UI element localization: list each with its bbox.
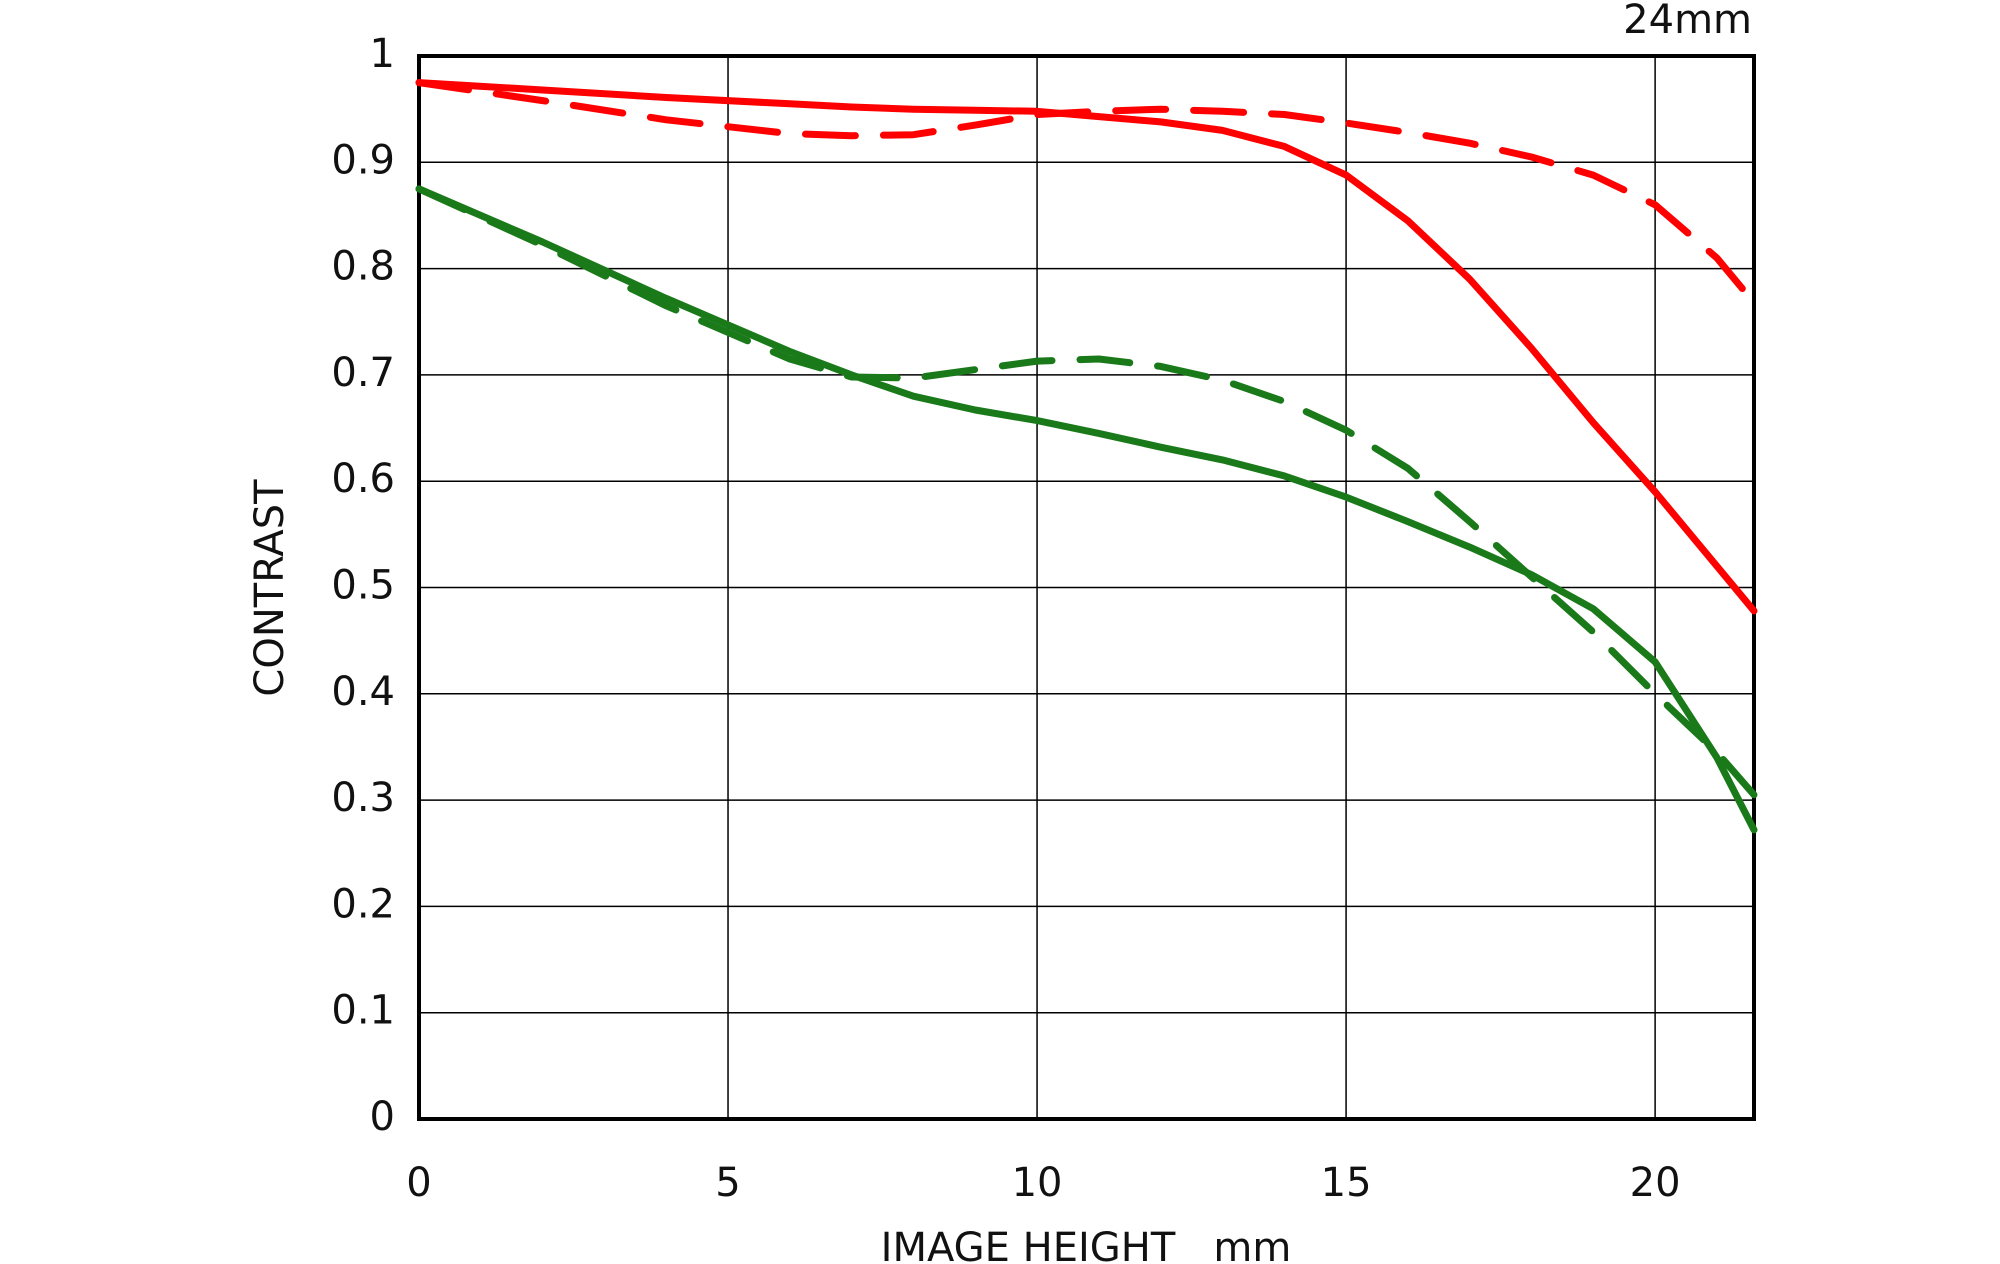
- x-tick-label: 5: [715, 1160, 740, 1206]
- y-axis-label: CONTRAST: [247, 479, 293, 697]
- y-tick-label: 0.9: [331, 137, 395, 183]
- y-tick-label: 0.8: [331, 244, 395, 290]
- y-tick-label: 0: [370, 1094, 395, 1140]
- chart-title: 24mm: [1623, 0, 1752, 43]
- y-tick-label: 0.6: [331, 456, 395, 502]
- data-line: [415, 185, 1758, 834]
- x-tick-label: 15: [1321, 1160, 1372, 1206]
- x-axis-label: IMAGE HEIGHT mm: [881, 1225, 1292, 1264]
- y-tick-label: 0.3: [331, 775, 395, 821]
- y-tick-label: 0.5: [331, 563, 395, 609]
- y-tick-label: 0.4: [331, 669, 395, 715]
- y-tick-label: 0.1: [331, 988, 395, 1034]
- x-tick-label: 20: [1630, 1160, 1681, 1206]
- data-line: [415, 185, 1758, 799]
- data-line: [415, 79, 1758, 615]
- y-tick-label: 1: [370, 31, 395, 77]
- data-line: [415, 79, 1758, 307]
- x-tick-label: 10: [1012, 1160, 1063, 1206]
- y-tick-label: 0.2: [331, 881, 395, 927]
- y-tick-label: 0.7: [331, 350, 395, 396]
- plot-frame: [417, 54, 1756, 1121]
- x-tick-label: 0: [406, 1160, 431, 1206]
